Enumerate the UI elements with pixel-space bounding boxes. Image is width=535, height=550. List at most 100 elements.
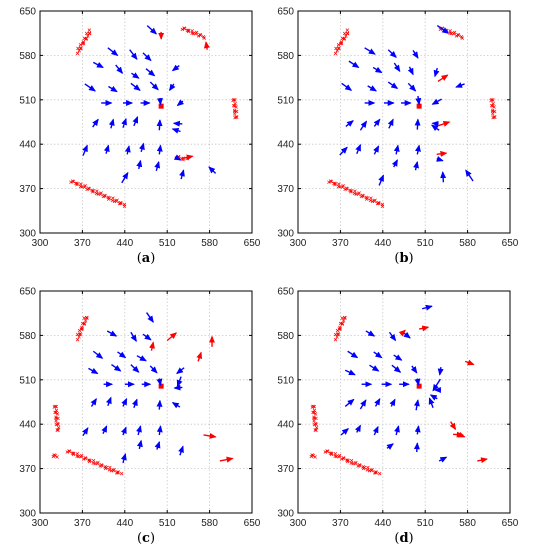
cluster-point <box>119 200 123 205</box>
x-tick-label: 440 <box>374 518 391 529</box>
cluster-point <box>333 51 338 56</box>
cluster-point <box>88 458 92 463</box>
red-arrow <box>456 431 466 438</box>
cluster-point <box>100 463 104 468</box>
axes-frame <box>297 290 511 514</box>
panel-d: 300 370 440 510 580 650 300 370 440 510 580 650 (d) <box>277 287 518 547</box>
blue-arrow <box>412 49 419 59</box>
blue-arrow <box>136 159 143 170</box>
blue-arrow <box>391 364 402 373</box>
blue-arrow <box>436 25 450 34</box>
cluster-point <box>182 26 186 30</box>
cluster-point <box>491 115 495 120</box>
blue-arrow <box>124 145 131 155</box>
cluster-point <box>116 471 120 475</box>
blue-arrow <box>156 119 163 131</box>
y-tick-label: 650 <box>19 7 36 18</box>
cluster-point <box>186 29 191 34</box>
cluster-point <box>91 190 95 194</box>
blue-arrow <box>108 85 118 93</box>
blue-arrow <box>121 426 127 436</box>
x-tick-label: 300 <box>290 518 307 529</box>
axes-frame <box>39 10 253 234</box>
y-tick-label: 580 <box>277 331 294 342</box>
point-cluster <box>333 28 350 56</box>
cluster-point <box>231 103 236 108</box>
blue-arrow <box>172 120 183 127</box>
blue-arrow <box>90 397 97 407</box>
cluster-point <box>339 40 344 44</box>
cluster-point <box>114 199 119 203</box>
red-arrow <box>219 456 234 463</box>
point-cluster <box>489 97 497 120</box>
blue-arrow <box>364 47 376 55</box>
blue-arrow <box>407 82 417 92</box>
cluster-point <box>353 461 357 466</box>
cluster-point <box>365 196 370 200</box>
point-cluster <box>327 179 385 209</box>
center-marker <box>158 383 164 389</box>
point-cluster <box>65 449 124 476</box>
cluster-point <box>91 189 96 193</box>
blue-arrow <box>176 99 185 107</box>
x-tick-label: 370 <box>332 518 349 529</box>
blue-arrow <box>106 330 118 337</box>
cluster-point <box>75 181 79 186</box>
y-tick-label: 440 <box>19 140 36 151</box>
blue-arrow <box>156 97 163 106</box>
cluster-point <box>107 196 112 200</box>
blue-arrow <box>367 85 377 92</box>
blue-arrow <box>347 350 359 359</box>
y-tick-label: 300 <box>19 509 36 520</box>
blue-arrow <box>433 67 440 78</box>
cluster-point <box>107 468 112 472</box>
cluster-point <box>67 449 71 453</box>
cluster-point <box>77 328 82 333</box>
blue-arrow <box>414 425 421 435</box>
blue-arrow <box>414 378 421 386</box>
cluster-point <box>490 108 495 113</box>
cluster-point <box>342 36 347 41</box>
x-tick-label: 510 <box>159 238 176 249</box>
cluster-point <box>310 453 314 457</box>
cluster-point <box>344 186 349 191</box>
blue-arrow <box>115 64 124 74</box>
cluster-point <box>84 36 89 41</box>
cluster-point <box>233 115 237 120</box>
cluster-point <box>329 452 334 457</box>
red-arrow <box>437 74 449 82</box>
cluster-point <box>65 450 70 454</box>
blue-arrow <box>373 118 381 127</box>
point-cluster <box>231 97 239 120</box>
blue-arrow <box>156 144 163 155</box>
cluster-point <box>52 453 56 457</box>
x-tick-label: 510 <box>417 518 434 529</box>
cluster-point <box>75 51 80 56</box>
blue-arrow <box>387 81 399 89</box>
blue-arrow <box>103 144 110 154</box>
cluster-point <box>335 328 340 333</box>
y-tick-label: 370 <box>19 184 36 195</box>
y-tick-label: 650 <box>277 7 294 18</box>
point-cluster <box>323 449 382 476</box>
cluster-point <box>338 325 342 330</box>
blue-arrow <box>130 364 140 373</box>
cluster-point <box>314 425 319 430</box>
blue-arrow <box>156 425 163 436</box>
cluster-point <box>70 179 75 183</box>
blue-arrow <box>374 397 381 407</box>
blue-arrow <box>173 384 183 391</box>
red-arrow <box>196 351 203 362</box>
cluster-point <box>341 319 346 323</box>
x-tick-label: 510 <box>417 238 434 249</box>
red-arrow <box>203 432 217 439</box>
blue-arrow <box>146 25 158 35</box>
blue-arrow <box>92 350 104 359</box>
cluster-point <box>368 198 373 203</box>
cluster-point <box>82 321 87 326</box>
blue-arrow <box>440 171 447 183</box>
blue-arrow <box>431 120 439 127</box>
cluster-point <box>360 193 365 198</box>
red-arrow <box>436 150 448 157</box>
cluster-point <box>83 319 88 323</box>
